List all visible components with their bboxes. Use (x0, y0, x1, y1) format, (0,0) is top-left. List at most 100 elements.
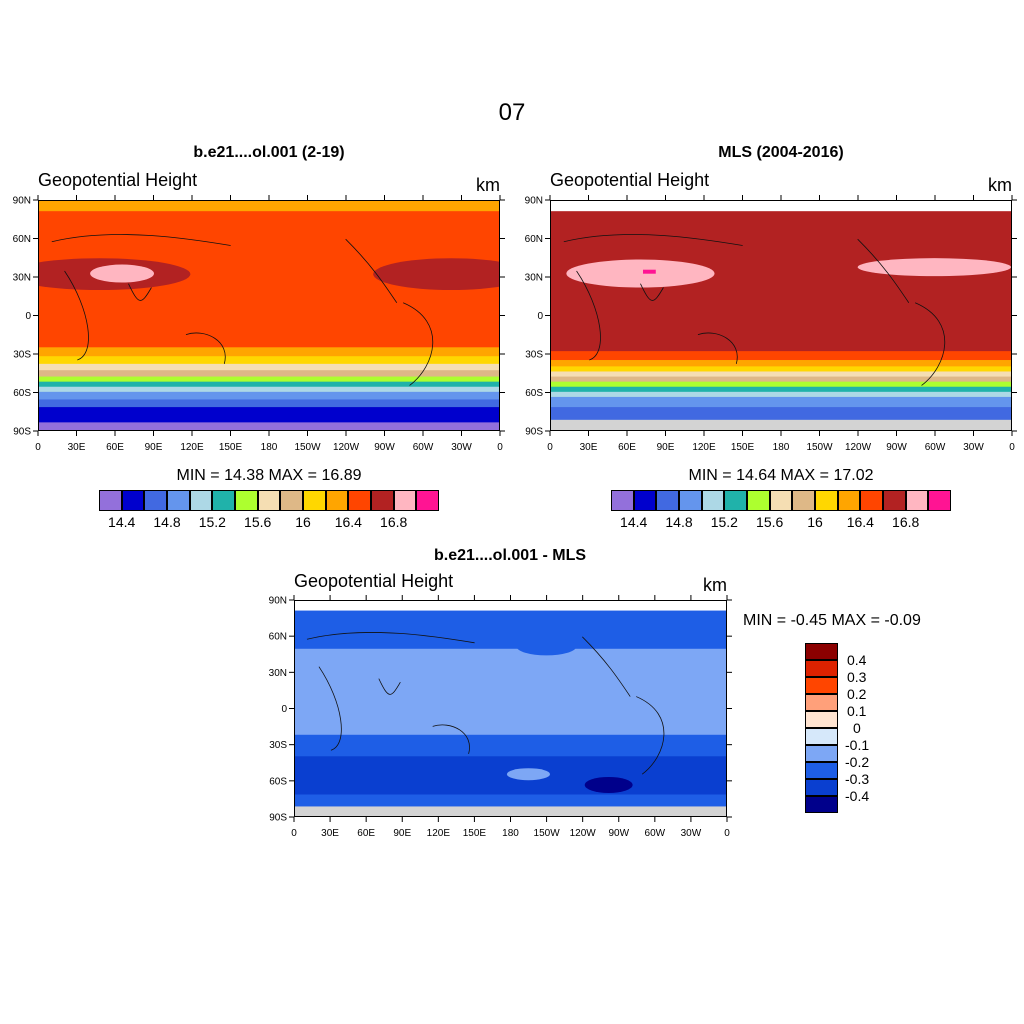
colorbar-swatch (805, 779, 838, 796)
lon-tick-label: 150E (219, 442, 243, 453)
contour-band (551, 376, 1011, 383)
lon-tick-label: 120E (427, 828, 451, 839)
lon-tick-label: 180 (502, 828, 519, 839)
lon-tick-label: 60W (925, 442, 946, 453)
contour-anomaly (373, 258, 499, 291)
contour-band (39, 391, 499, 401)
panel-3-variable-label: Geopotential Height (294, 571, 454, 591)
lon-tick-label: 90E (657, 442, 675, 453)
colorbar-swatch (837, 490, 861, 511)
colorbar-label: 14.4 (108, 514, 136, 530)
lon-tick-label: 150E (463, 828, 487, 839)
contour-band (295, 601, 726, 612)
colorbar-label: -0.4 (845, 788, 870, 804)
colorbar-swatch (747, 490, 770, 511)
contour-band (39, 201, 499, 212)
panel-2-colorbar (611, 490, 952, 511)
lon-tick-label: 30W (963, 442, 984, 453)
colorbar-label: 0.2 (847, 686, 867, 702)
lon-tick-label: 30W (451, 442, 472, 453)
contour-band (295, 806, 726, 816)
lon-tick-label: 30W (681, 828, 702, 839)
lat-tick-label: 90S (269, 813, 287, 824)
contour-band (39, 381, 499, 388)
contour-band (295, 648, 726, 736)
colorbar-label: 0 (853, 720, 861, 736)
colorbar-label: 14.8 (153, 514, 181, 530)
colorbar-swatch (805, 643, 838, 660)
lon-tick-label: 90W (374, 442, 395, 453)
lon-tick-label: 120E (180, 442, 204, 453)
colorbar-label: 0.1 (847, 703, 867, 719)
lon-tick-label: 150W (806, 442, 833, 453)
contour-anomaly (90, 264, 154, 283)
lat-tick-label: 30N (269, 668, 287, 679)
lon-tick-label: 90E (145, 442, 163, 453)
colorbar-swatch (656, 490, 680, 511)
colorbar-swatch (679, 490, 702, 511)
lon-tick-label: 30E (321, 828, 339, 839)
panel-1-map (38, 200, 500, 431)
contour-band (39, 376, 499, 383)
colorbar-swatch (792, 490, 816, 511)
panel-2-min-max: MIN = 14.64 MAX = 17.02 (688, 467, 874, 484)
colorbar-swatch (805, 694, 838, 711)
contour-anomaly (506, 768, 551, 781)
colorbar-swatch (905, 490, 929, 511)
lat-tick-label: 0 (537, 311, 543, 322)
contour-band (551, 201, 1011, 212)
contour-band (551, 381, 1011, 388)
lon-tick-label: 150W (294, 442, 321, 453)
colorbar-label: 15.2 (198, 514, 226, 530)
panel-2-axes: 90N 60N 30N 0 30S 60S 90S 0 30E 60E 90E 120E 150E 180… (525, 195, 1017, 453)
contour-band (39, 347, 499, 357)
lat-tick-label: 90N (13, 196, 31, 207)
colorbar-label: 15.2 (710, 514, 738, 530)
lat-tick-label: 0 (281, 704, 287, 715)
colorbar-swatch (348, 490, 372, 511)
contour-anomaly (516, 637, 577, 656)
lon-tick-label: 60E (106, 442, 124, 453)
lon-tick-label: 30E (68, 442, 86, 453)
colorbar-swatch (325, 490, 349, 511)
panel-1-min-max: MIN = 14.38 MAX = 16.89 (176, 467, 362, 484)
coastline (563, 234, 946, 386)
panel-3-title: b.e21....ol.001 - MLS (433, 547, 587, 564)
colorbar-label: 14.4 (620, 514, 648, 530)
colorbar-label: 16.4 (334, 514, 362, 530)
contour-anomaly (566, 259, 715, 288)
colorbar-swatch (860, 490, 884, 511)
lon-tick-label: 150E (731, 442, 755, 453)
colorbar-swatch (805, 677, 838, 694)
lon-tick-label: 30E (580, 442, 598, 453)
lon-tick-label: 0 (547, 442, 553, 453)
contour-band (295, 794, 726, 808)
colorbar-swatch (633, 490, 657, 511)
lat-tick-label: 90N (525, 196, 543, 207)
colorbar-swatch (416, 490, 440, 511)
lon-tick-label: 180 (261, 442, 278, 453)
contour-band (551, 391, 1011, 398)
contour-band (551, 407, 1011, 421)
panel-1-contour-field (39, 201, 499, 430)
contour-band (39, 386, 499, 393)
contour-band (295, 734, 726, 757)
lon-tick-label: 60E (357, 828, 375, 839)
colorbar-swatch (212, 490, 236, 511)
contour-band (39, 356, 499, 365)
panel-3-axes: 90N 60N 30N 0 30S 60S 90S 0 30E 60E 90E 120E 150E 180… (269, 595, 732, 839)
colorbar-swatch (167, 490, 190, 511)
lon-tick-label: 0 (35, 442, 41, 453)
colorbar-swatch (121, 490, 145, 511)
lat-tick-label: 60N (525, 234, 543, 245)
colorbar-swatch (928, 490, 952, 511)
lat-tick-label: 60S (525, 388, 543, 399)
panel-1-units-label: km (476, 175, 500, 195)
colorbar-swatch (805, 711, 838, 728)
panel-2-units-label: km (988, 175, 1012, 195)
panel-2-colorbar-labels: 14.4 14.8 15.2 15.6 16 16.4 16.8 (611, 514, 951, 532)
colorbar-swatch (805, 745, 838, 762)
colorbar-label: 16 (807, 514, 823, 530)
panel-1-title: b.e21....ol.001 (2-19) (193, 144, 345, 161)
panel-1-axes: 90N 60N 30N 0 30S 60S 90S 0 30E 60E 90E 120E 150E 180… (13, 195, 505, 453)
